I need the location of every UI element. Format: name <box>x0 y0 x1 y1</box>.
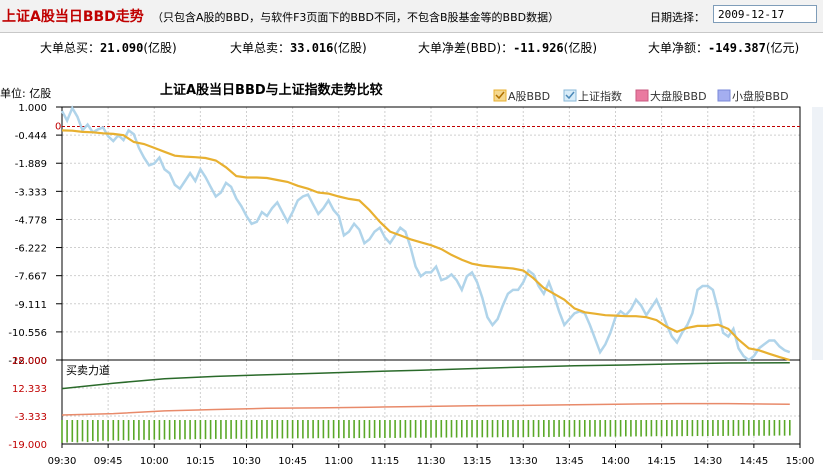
x-tick-label: 10:30 <box>232 456 261 467</box>
x-tick-label: 13:15 <box>463 456 492 467</box>
y-tick-label: -7.667 <box>15 272 47 283</box>
stat-big-buy: 大单总买：21.090(亿股) <box>40 39 177 56</box>
x-tick-label: 13:45 <box>555 456 584 467</box>
x-tick-label: 09:30 <box>48 456 77 467</box>
x-tick-label: 10:15 <box>186 456 215 467</box>
right-scrollbar[interactable] <box>812 107 823 360</box>
stat-big-sell: 大单总卖：33.016(亿股) <box>230 39 367 56</box>
y-tick-label: -3.333 <box>15 187 47 198</box>
sub-y-tick-label: -3.333 <box>15 412 47 423</box>
power-line-upper <box>61 361 790 390</box>
stat-label: 大单净差(BBD)： <box>418 41 514 55</box>
check-icon <box>495 91 505 100</box>
y-tick-label: 1.000 <box>18 103 47 114</box>
x-tick-label: 10:00 <box>140 456 169 467</box>
x-tick-label: 09:45 <box>94 456 123 467</box>
stat-value: 33.016 <box>290 41 334 55</box>
stat-bbd: 大单净差(BBD)：-11.926(亿股) <box>418 39 597 56</box>
x-tick-label: 14:45 <box>739 456 768 467</box>
legend-swatch-index[interactable] <box>563 89 577 102</box>
sub-y-tick-label: 28.000 <box>12 356 47 367</box>
x-tick-label: 11:15 <box>370 456 399 467</box>
y-tick-label: -6.222 <box>15 244 47 255</box>
x-axis: 09:30 09:45 10:00 10:15 10:30 10:45 11:00 11:15… <box>48 444 815 467</box>
y-tick-label: -0.444 <box>15 131 47 142</box>
sub-y-axis: 28.000 12.333 -3.333 -19.000 <box>8 356 47 451</box>
stat-unit: (亿股) <box>333 41 367 55</box>
page-subtitle: （只包含A股的BBD，与软件F3页面下的BBD不同，不包含B股基金等的BBD数据… <box>152 11 560 24</box>
stats-bar: 大单总买：21.090(亿股) 大单总卖：33.016(亿股) 大单净差(BBD… <box>0 33 823 61</box>
y-tick-label: -10.556 <box>8 328 47 339</box>
x-tick-label: 10:45 <box>278 456 307 467</box>
legend-label-a-bbd: A股BBD <box>508 90 550 103</box>
unit-label: 单位: 亿股 <box>0 86 51 100</box>
x-tick-label: 14:30 <box>693 456 722 467</box>
y-tick-label: -12.000 <box>8 356 47 367</box>
stat-value: 21.090 <box>100 41 144 55</box>
check-icon <box>565 91 575 100</box>
legend-label-big-cap: 大盘股BBD <box>650 89 707 103</box>
stat-unit: (亿股) <box>563 41 598 55</box>
legend-swatch-a-bbd[interactable] <box>493 89 507 102</box>
stat-net-amount: 大单净额：-149.387(亿元) <box>648 39 799 56</box>
header-bar: 上证A股当日BBD走势 （只包含A股的BBD，与软件F3页面下的BBD不同，不包… <box>0 0 823 33</box>
power-line-middle <box>61 402 790 416</box>
x-tick-label: 11:00 <box>324 456 353 467</box>
y-tick-label: -4.778 <box>15 215 47 226</box>
sub-y-tick-label: -19.000 <box>8 440 47 451</box>
chart-title: 上证A股当日BBD与上证指数走势比较 <box>160 82 383 98</box>
bbd-chart: 上证A股当日BBD与上证指数走势比较 单位: 亿股 A股BBD 上证指数 大盘股… <box>0 74 823 475</box>
legend-swatch-small-cap[interactable] <box>717 89 731 102</box>
series-line-a-bbd <box>61 129 791 362</box>
x-tick-label: 14:15 <box>647 456 676 467</box>
power-bars <box>61 420 791 443</box>
main-y-axis: 1.000 -0.444 -1.889 -3.333 -4.778 -6.222 -7.66… <box>8 103 62 367</box>
date-label: 日期选择： <box>650 11 705 24</box>
stat-value: -11.926 <box>513 41 564 55</box>
legend-swatch-big-cap[interactable] <box>635 89 649 102</box>
page-title: 上证A股当日BBD走势 <box>2 9 144 25</box>
legend-label-index: 上证指数 <box>578 89 622 103</box>
stat-label: 大单总卖： <box>230 41 291 55</box>
x-tick-label: 11:30 <box>417 456 446 467</box>
zero-label: 0 <box>55 121 61 132</box>
stat-label: 大单总买： <box>40 41 101 55</box>
x-tick-label: 13:30 <box>509 456 538 467</box>
legend-label-small-cap: 小盘股BBD <box>732 89 789 103</box>
stat-value: -149.387 <box>708 41 766 55</box>
x-tick-label: 14:00 <box>601 456 630 467</box>
stat-unit: (亿股) <box>143 41 177 55</box>
sub-panel-label: 买卖力道 <box>66 363 110 377</box>
stat-label: 大单净额： <box>648 41 709 55</box>
legend: A股BBD 上证指数 大盘股BBD 小盘股BBD <box>493 89 789 103</box>
y-tick-label: -1.889 <box>15 159 47 170</box>
stat-unit: (亿元) <box>765 41 800 55</box>
x-tick-label: 15:00 <box>786 456 815 467</box>
sub-y-tick-label: 12.333 <box>12 384 47 395</box>
date-input[interactable] <box>713 5 817 23</box>
y-tick-label: -9.111 <box>15 300 47 311</box>
